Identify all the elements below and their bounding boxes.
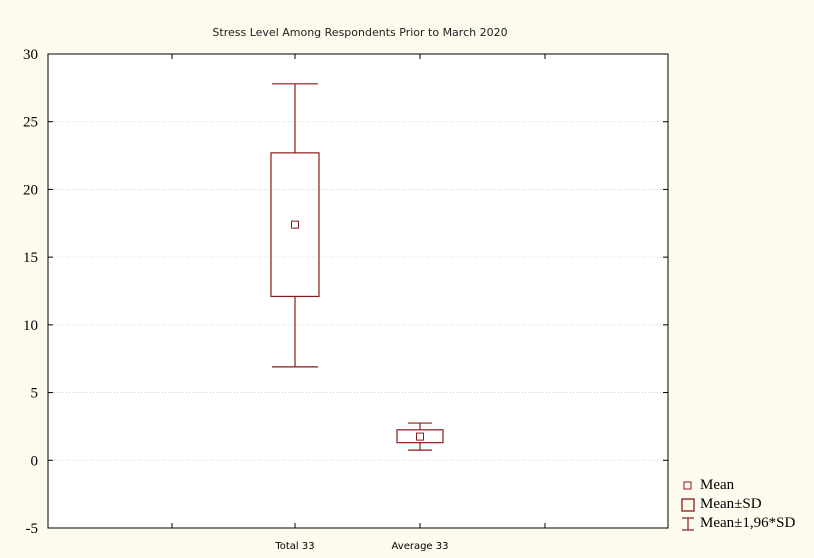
- y-tick-label: -5: [26, 521, 39, 537]
- y-tick-label: 5: [31, 386, 39, 402]
- legend-ci-label: Mean±1,96*SD: [700, 515, 796, 531]
- legend-mean-symbol: [680, 478, 698, 494]
- legend-mean-label: Mean: [700, 477, 735, 493]
- y-tick-label: 25: [23, 115, 38, 131]
- mean-marker: [291, 220, 299, 229]
- y-tick-label: 20: [23, 182, 38, 198]
- sd-box: [270, 152, 320, 298]
- y-tick-label: 30: [23, 47, 38, 63]
- legend-sd-label: Mean±SD: [700, 496, 762, 512]
- chart-title: Stress Level Among Respondents Prior to …: [212, 26, 508, 39]
- legend-ci-symbol: [680, 516, 698, 532]
- legend-item-mean: Mean: [680, 476, 795, 495]
- x-tick-label: Total 33: [274, 541, 314, 552]
- plot-frame: [47, 53, 669, 529]
- legend-sd-symbol: [680, 497, 698, 513]
- legend-item-ci: Mean±1,96*SD: [680, 514, 795, 533]
- plot-area: [48, 54, 668, 528]
- legend: Mean Mean±SD Mean±1,96*SD: [680, 476, 795, 533]
- y-tick-label: 0: [31, 453, 39, 469]
- sd-box: [396, 429, 444, 444]
- legend-item-sd: Mean±SD: [680, 495, 795, 514]
- x-tick-label: Average 33: [392, 541, 449, 552]
- y-tick-label: 15: [23, 250, 38, 266]
- y-tick-label: 10: [23, 318, 38, 334]
- mean-marker: [416, 432, 424, 441]
